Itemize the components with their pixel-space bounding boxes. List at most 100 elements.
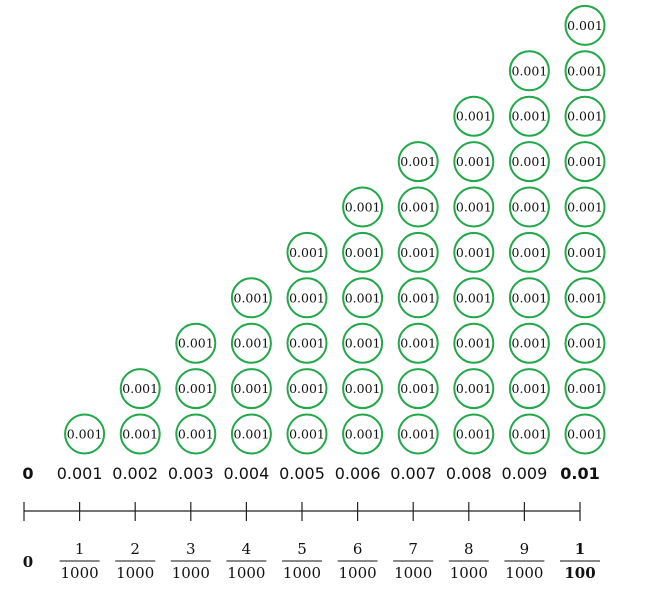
coin-circle	[119, 368, 161, 410]
coin-8-6: 0.001	[453, 186, 495, 228]
zero-decimal-label: 0	[22, 464, 33, 483]
coin-circle	[175, 322, 217, 364]
coin-9-8: 0.001	[508, 95, 550, 137]
fraction-numerator: 5	[297, 540, 307, 558]
coin-circle	[286, 322, 328, 364]
decimal-label-6: 0.006	[335, 464, 381, 483]
number-line	[23, 502, 581, 521]
fraction-labels: 0 1 1000 2 1000 3 1000 4 1000 5 1000 6 1000 7 1000 8 10…	[23, 540, 600, 582]
coin-circle	[508, 231, 550, 273]
coin-5-4: 0.001	[286, 277, 328, 319]
fraction-numerator: 6	[353, 540, 363, 558]
coin-circle	[564, 413, 606, 455]
coin-label: 0.001	[345, 245, 381, 260]
coin-8-2: 0.001	[453, 368, 495, 410]
coin-label: 0.001	[567, 18, 603, 33]
coin-label: 0.001	[345, 290, 381, 305]
fraction-denominator: 1000	[61, 564, 99, 582]
fraction-denominator: 1000	[227, 564, 265, 582]
coin-circle	[397, 186, 439, 228]
coin-9-5: 0.001	[508, 231, 550, 273]
coin-label: 0.001	[234, 381, 270, 396]
coin-label: 0.001	[289, 427, 325, 442]
coin-circle	[286, 368, 328, 410]
coin-5-2: 0.001	[286, 368, 328, 410]
coin-circle	[342, 231, 384, 273]
coin-8-4: 0.001	[453, 277, 495, 319]
fraction-numerator: 9	[520, 540, 530, 558]
coin-circle	[230, 413, 272, 455]
coin-10-2: 0.001	[564, 368, 606, 410]
coin-label: 0.001	[456, 336, 492, 351]
coin-10-5: 0.001	[564, 231, 606, 273]
fraction-denominator: 1000	[172, 564, 210, 582]
coin-circle	[453, 95, 495, 137]
fraction-numerator: 8	[464, 540, 474, 558]
coin-circle	[397, 322, 439, 364]
coin-4-1: 0.001	[230, 413, 272, 455]
fraction-label-8: 8 1000	[448, 540, 489, 582]
coin-label: 0.001	[400, 336, 436, 351]
coin-label: 0.001	[512, 381, 548, 396]
coin-3-1: 0.001	[175, 413, 217, 455]
coin-label: 0.001	[567, 381, 603, 396]
coin-circle	[508, 322, 550, 364]
coin-4-2: 0.001	[230, 368, 272, 410]
fraction-label-9: 9 1000	[504, 540, 545, 582]
coin-label: 0.001	[456, 200, 492, 215]
coin-circle	[286, 231, 328, 273]
zero-fraction-label: 0	[23, 553, 33, 571]
fraction-denominator: 1000	[450, 564, 488, 582]
coin-circle	[342, 186, 384, 228]
coin-circle	[508, 368, 550, 410]
coin-label: 0.001	[456, 381, 492, 396]
coin-circle	[453, 368, 495, 410]
coin-7-6: 0.001	[397, 186, 439, 228]
coin-label: 0.001	[456, 109, 492, 124]
coin-circle	[564, 4, 606, 46]
coin-label: 0.001	[345, 200, 381, 215]
coin-3-3: 0.001	[175, 322, 217, 364]
coin-label: 0.001	[400, 245, 436, 260]
coin-circle	[564, 50, 606, 92]
coin-label: 0.001	[234, 427, 270, 442]
coin-label: 0.001	[567, 245, 603, 260]
fraction-label-5: 5 1000	[282, 540, 322, 582]
fraction-label-7: 7 1000	[393, 540, 434, 582]
coin-6-1: 0.001	[342, 413, 384, 455]
coin-label: 0.001	[178, 381, 214, 396]
coin-circle	[453, 413, 495, 455]
coin-label: 0.001	[512, 290, 548, 305]
coin-8-7: 0.001	[453, 141, 495, 183]
decimal-label-4: 0.004	[223, 464, 269, 483]
fraction-numerator: 4	[242, 540, 252, 558]
coin-9-2: 0.001	[508, 368, 550, 410]
coin-label: 0.001	[567, 63, 603, 78]
coin-circle	[564, 231, 606, 273]
coin-label: 0.001	[178, 336, 214, 351]
coin-label: 0.001	[512, 427, 548, 442]
coin-label: 0.001	[567, 336, 603, 351]
coin-label: 0.001	[512, 336, 548, 351]
fraction-numerator: 3	[186, 540, 196, 558]
coin-circle	[175, 368, 217, 410]
coin-5-1: 0.001	[286, 413, 328, 455]
decimal-label-2: 0.002	[112, 464, 158, 483]
coin-label: 0.001	[512, 154, 548, 169]
coin-label: 0.001	[400, 154, 436, 169]
coin-circle	[119, 413, 161, 455]
coin-label: 0.001	[567, 290, 603, 305]
coin-7-1: 0.001	[397, 413, 439, 455]
coin-1-1: 0.001	[64, 413, 106, 455]
coin-10-4: 0.001	[564, 277, 606, 319]
decimal-label-9: 0.009	[501, 464, 547, 483]
coin-circle	[397, 277, 439, 319]
coin-9-7: 0.001	[508, 141, 550, 183]
coin-circle	[564, 141, 606, 183]
fraction-denominator: 1000	[505, 564, 543, 582]
coin-label: 0.001	[567, 109, 603, 124]
coin-10-7: 0.001	[564, 141, 606, 183]
coin-7-4: 0.001	[397, 277, 439, 319]
coin-label: 0.001	[345, 427, 381, 442]
